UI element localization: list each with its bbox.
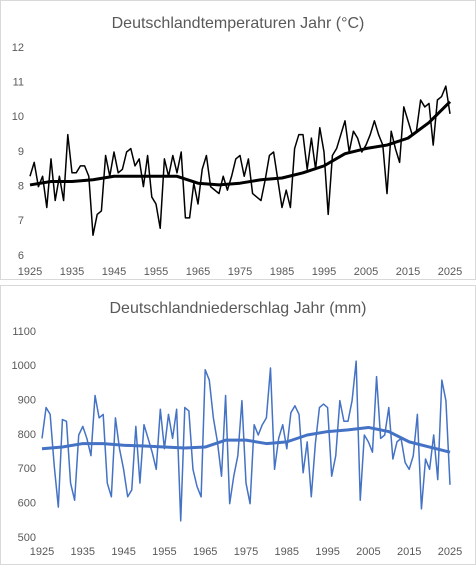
x-tick-label: 1925 xyxy=(30,546,54,558)
y-tick-label: 7 xyxy=(18,215,24,227)
y-tick-label: 10 xyxy=(12,111,24,123)
y-tick-label: 600 xyxy=(18,498,36,510)
x-tick-label: 1975 xyxy=(228,266,252,278)
data-line xyxy=(41,425,451,454)
x-tick-label: 1965 xyxy=(193,546,217,558)
x-tick-label: 1975 xyxy=(234,546,258,558)
chart-title: Deutschlandniederschlag Jahr (mm) xyxy=(110,300,367,317)
chart-frame xyxy=(0,0,476,280)
y-tick-label: 8 xyxy=(18,181,24,193)
x-tick-label: 2015 xyxy=(396,266,420,278)
data-line xyxy=(41,360,451,522)
data-line xyxy=(29,85,451,236)
x-tick-label: 1955 xyxy=(144,266,168,278)
x-tick-label: 1935 xyxy=(60,266,84,278)
x-tick-label: 2005 xyxy=(354,266,378,278)
y-tick-label: 12 xyxy=(12,42,24,54)
x-tick-label: 1935 xyxy=(71,546,95,558)
x-tick-label: 1925 xyxy=(18,266,42,278)
x-tick-label: 1955 xyxy=(152,546,176,558)
y-tick-label: 6 xyxy=(18,250,24,262)
x-tick-label: 1985 xyxy=(270,266,294,278)
x-tick-label: 1985 xyxy=(275,546,299,558)
x-tick-label: 1965 xyxy=(186,266,210,278)
y-tick-label: 800 xyxy=(18,429,36,441)
x-tick-label: 2015 xyxy=(397,546,421,558)
x-tick-label: 2025 xyxy=(438,546,462,558)
chart-frame xyxy=(0,285,476,565)
x-tick-label: 1945 xyxy=(102,266,126,278)
y-tick-label: 1100 xyxy=(12,326,36,338)
y-tick-label: 700 xyxy=(18,463,36,475)
y-tick-label: 1000 xyxy=(12,360,36,372)
chart-title: Deutschlandtemperaturen Jahr (°C) xyxy=(112,15,365,32)
y-tick-label: 900 xyxy=(18,395,36,407)
data-line xyxy=(29,100,452,187)
y-tick-label: 11 xyxy=(13,77,24,89)
x-tick-label: 1995 xyxy=(312,266,336,278)
x-tick-label: 2005 xyxy=(356,546,380,558)
x-tick-label: 2025 xyxy=(438,266,462,278)
y-tick-label: 500 xyxy=(18,532,36,544)
x-tick-label: 1945 xyxy=(111,546,135,558)
y-tick-label: 9 xyxy=(18,146,24,158)
x-tick-label: 1995 xyxy=(315,546,339,558)
